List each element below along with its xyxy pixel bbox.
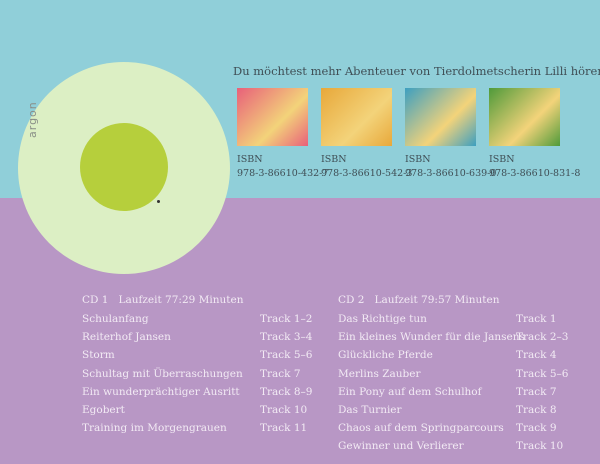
track-title: Das Richtige tun: [338, 313, 427, 325]
track-number: Track 7: [516, 385, 557, 398]
isbn-number: 978-3-86610-432-7: [237, 168, 329, 179]
track-title: Das Turnier: [338, 404, 402, 416]
audiobook-cover: [237, 88, 308, 146]
track-number: Track 1: [516, 313, 557, 325]
track-number: Track 10: [260, 404, 308, 416]
cd-label: CD 1: [82, 294, 109, 306]
track-title: Egobert: [82, 404, 125, 416]
disc-inner-circle: [80, 123, 168, 211]
cd1-header: CD 1 Laufzeit 77:29 Minuten: [82, 294, 243, 306]
isbn-label: ISBN: [405, 154, 431, 165]
track-number: Track 4: [516, 349, 557, 362]
isbn-label: ISBN: [237, 154, 263, 165]
track-title: Ein Pony auf dem Schulhof: [338, 385, 482, 398]
isbn-text: ISBN 978-3-86610-639-0: [405, 153, 496, 181]
track-title: Gewinner und Verlierer: [338, 440, 464, 453]
track-number: Track 10: [516, 440, 564, 453]
track-number: Track 3–4: [260, 331, 313, 344]
isbn-label: ISBN: [321, 154, 347, 165]
track-title: Glückliche Pferde: [338, 349, 433, 362]
argon-logo: argon: [26, 101, 39, 138]
promo-heading: Du möchtest mehr Abenteuer von Tierdolme…: [233, 64, 600, 78]
isbn-label: ISBN: [489, 154, 515, 165]
audiobook-cover: [321, 88, 392, 146]
cd2-header: CD 2 Laufzeit 79:57 Minuten: [338, 294, 499, 306]
isbn-number: 978-3-86610-831-8: [489, 168, 581, 179]
track-title: Chaos auf dem Springparcours: [338, 422, 504, 435]
track-title: Storm: [82, 349, 115, 362]
track-number: Track 11: [260, 422, 308, 435]
cd-label: CD 2: [338, 294, 365, 306]
track-number: Track 8–9: [260, 385, 313, 398]
track-number: Track 9: [516, 422, 557, 435]
track-title: Training im Morgengrauen: [82, 422, 227, 435]
dot: [157, 200, 160, 203]
track-number: Track 5–6: [516, 367, 569, 380]
audiobook-cover: [405, 88, 476, 146]
track-number: Track 2–3: [516, 331, 569, 344]
audiobook-cover: [489, 88, 560, 146]
track-number: Track 5–6: [260, 349, 313, 362]
track-number: Track 1–2: [260, 313, 313, 325]
cd-runtime: Laufzeit 77:29 Minuten: [118, 294, 244, 306]
track-title: Ein wunderprächtiger Ausritt: [82, 385, 240, 398]
track-title: Schultag mit Überraschungen: [82, 367, 243, 380]
track-title: Merlins Zauber: [338, 367, 421, 380]
track-number: Track 7: [260, 367, 301, 380]
cd-runtime: Laufzeit 79:57 Minuten: [374, 294, 500, 306]
track-number: Track 8: [516, 404, 557, 416]
isbn-text: ISBN 978-3-86610-432-7: [237, 153, 328, 181]
isbn-text: ISBN 978-3-86610-542-3: [321, 153, 412, 181]
track-title: Reiterhof Jansen: [82, 331, 171, 344]
isbn-number: 978-3-86610-639-0: [405, 168, 497, 179]
isbn-text: ISBN 978-3-86610-831-8: [489, 153, 580, 181]
track-title: Schulanfang: [82, 313, 149, 325]
track-title: Ein kleines Wunder für die Jansens: [338, 331, 525, 344]
isbn-number: 978-3-86610-542-3: [321, 168, 413, 179]
